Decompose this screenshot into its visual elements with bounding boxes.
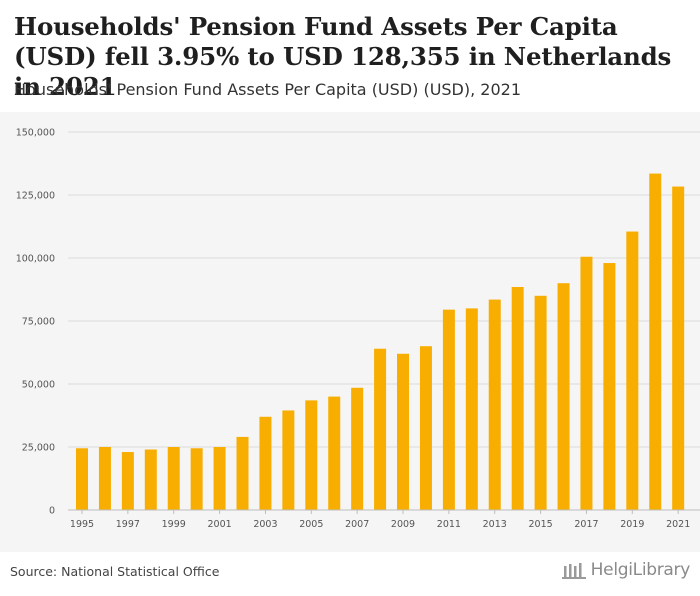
bar-1999[interactable] — [167, 447, 180, 510]
bar-2017[interactable] — [580, 256, 593, 510]
x-tick-label: 1995 — [70, 519, 94, 530]
y-tick-label: 150,000 — [16, 128, 55, 139]
logo-text: HelgiLibrary — [590, 560, 691, 580]
y-tick-label: 75,000 — [22, 317, 55, 328]
bar-1996[interactable] — [98, 447, 111, 510]
y-tick-label: 125,000 — [16, 191, 55, 202]
bar-2021[interactable] — [672, 186, 685, 511]
x-tick-label: 2009 — [391, 519, 415, 530]
bar-2009[interactable] — [397, 353, 410, 510]
bars — [76, 173, 685, 511]
x-tick-label: 2015 — [529, 519, 553, 530]
bar-2019[interactable] — [626, 231, 639, 510]
x-axis-ticks: 1995 1997 1999 2001 2003 2005 2007 2009 2011 2013… — [70, 510, 690, 530]
y-tick-label: 25,000 — [22, 443, 55, 454]
bar-2016[interactable] — [557, 283, 570, 510]
bar-2001[interactable] — [213, 447, 226, 510]
bar-2004[interactable] — [282, 410, 295, 510]
x-tick-label: 1999 — [162, 519, 186, 530]
y-tick-label: 0 — [49, 506, 55, 517]
chart-area: 0 25,000 50,000 75,000 100,000 125,000 150,000… — [0, 112, 700, 552]
bar-2015[interactable] — [534, 295, 547, 510]
y-tick-label: 50,000 — [22, 380, 55, 391]
bar-2005[interactable] — [305, 400, 318, 510]
x-tick-label: 2021 — [666, 519, 690, 530]
x-tick-label: 2003 — [253, 519, 277, 530]
y-axis-ticks: 0 25,000 50,000 75,000 100,000 125,000 150,000 — [16, 128, 55, 517]
x-tick-label: 2001 — [207, 519, 231, 530]
chart-subtitle: Households' Pension Fund Assets Per Capi… — [14, 80, 522, 99]
x-tick-label: 2005 — [299, 519, 323, 530]
bar-1995[interactable] — [76, 448, 88, 510]
bar-2007[interactable] — [351, 387, 364, 510]
grid-lines — [68, 131, 700, 448]
bar-2002[interactable] — [236, 436, 249, 510]
y-tick-label: 100,000 — [16, 254, 55, 265]
bar-2000[interactable] — [190, 448, 203, 510]
x-tick-label: 1997 — [116, 519, 140, 530]
footer: Source: National Statistical Office Helg… — [0, 552, 700, 596]
bar-2011[interactable] — [442, 309, 455, 510]
x-tick-label: 2007 — [345, 519, 369, 530]
header: Households' Pension Fund Assets Per Capi… — [0, 0, 700, 112]
bar-2012[interactable] — [465, 308, 478, 510]
bar-chart: 0 25,000 50,000 75,000 100,000 125,000 150,000… — [16, 128, 700, 530]
bar-2008[interactable] — [374, 348, 387, 510]
x-tick-label: 2019 — [620, 519, 644, 530]
bar-1997[interactable] — [121, 452, 134, 510]
bar-2013[interactable] — [488, 299, 501, 510]
bar-1998[interactable] — [144, 449, 157, 510]
x-tick-label: 2013 — [483, 519, 507, 530]
bar-2014[interactable] — [511, 286, 524, 510]
chart-title: Households' Pension Fund Assets Per Capi… — [14, 12, 672, 101]
bar-2003[interactable] — [259, 416, 272, 510]
bar-2006[interactable] — [328, 396, 341, 510]
bar-2020[interactable] — [649, 173, 662, 510]
x-tick-label: 2017 — [574, 519, 598, 530]
x-tick-label: 2011 — [437, 519, 461, 530]
helgi-library-logo[interactable]: HelgiLibrary — [561, 560, 690, 580]
bar-2018[interactable] — [603, 263, 616, 510]
source-note: Source: National Statistical Office — [10, 564, 220, 579]
library-building-icon — [561, 563, 586, 579]
bar-2010[interactable] — [419, 346, 432, 510]
